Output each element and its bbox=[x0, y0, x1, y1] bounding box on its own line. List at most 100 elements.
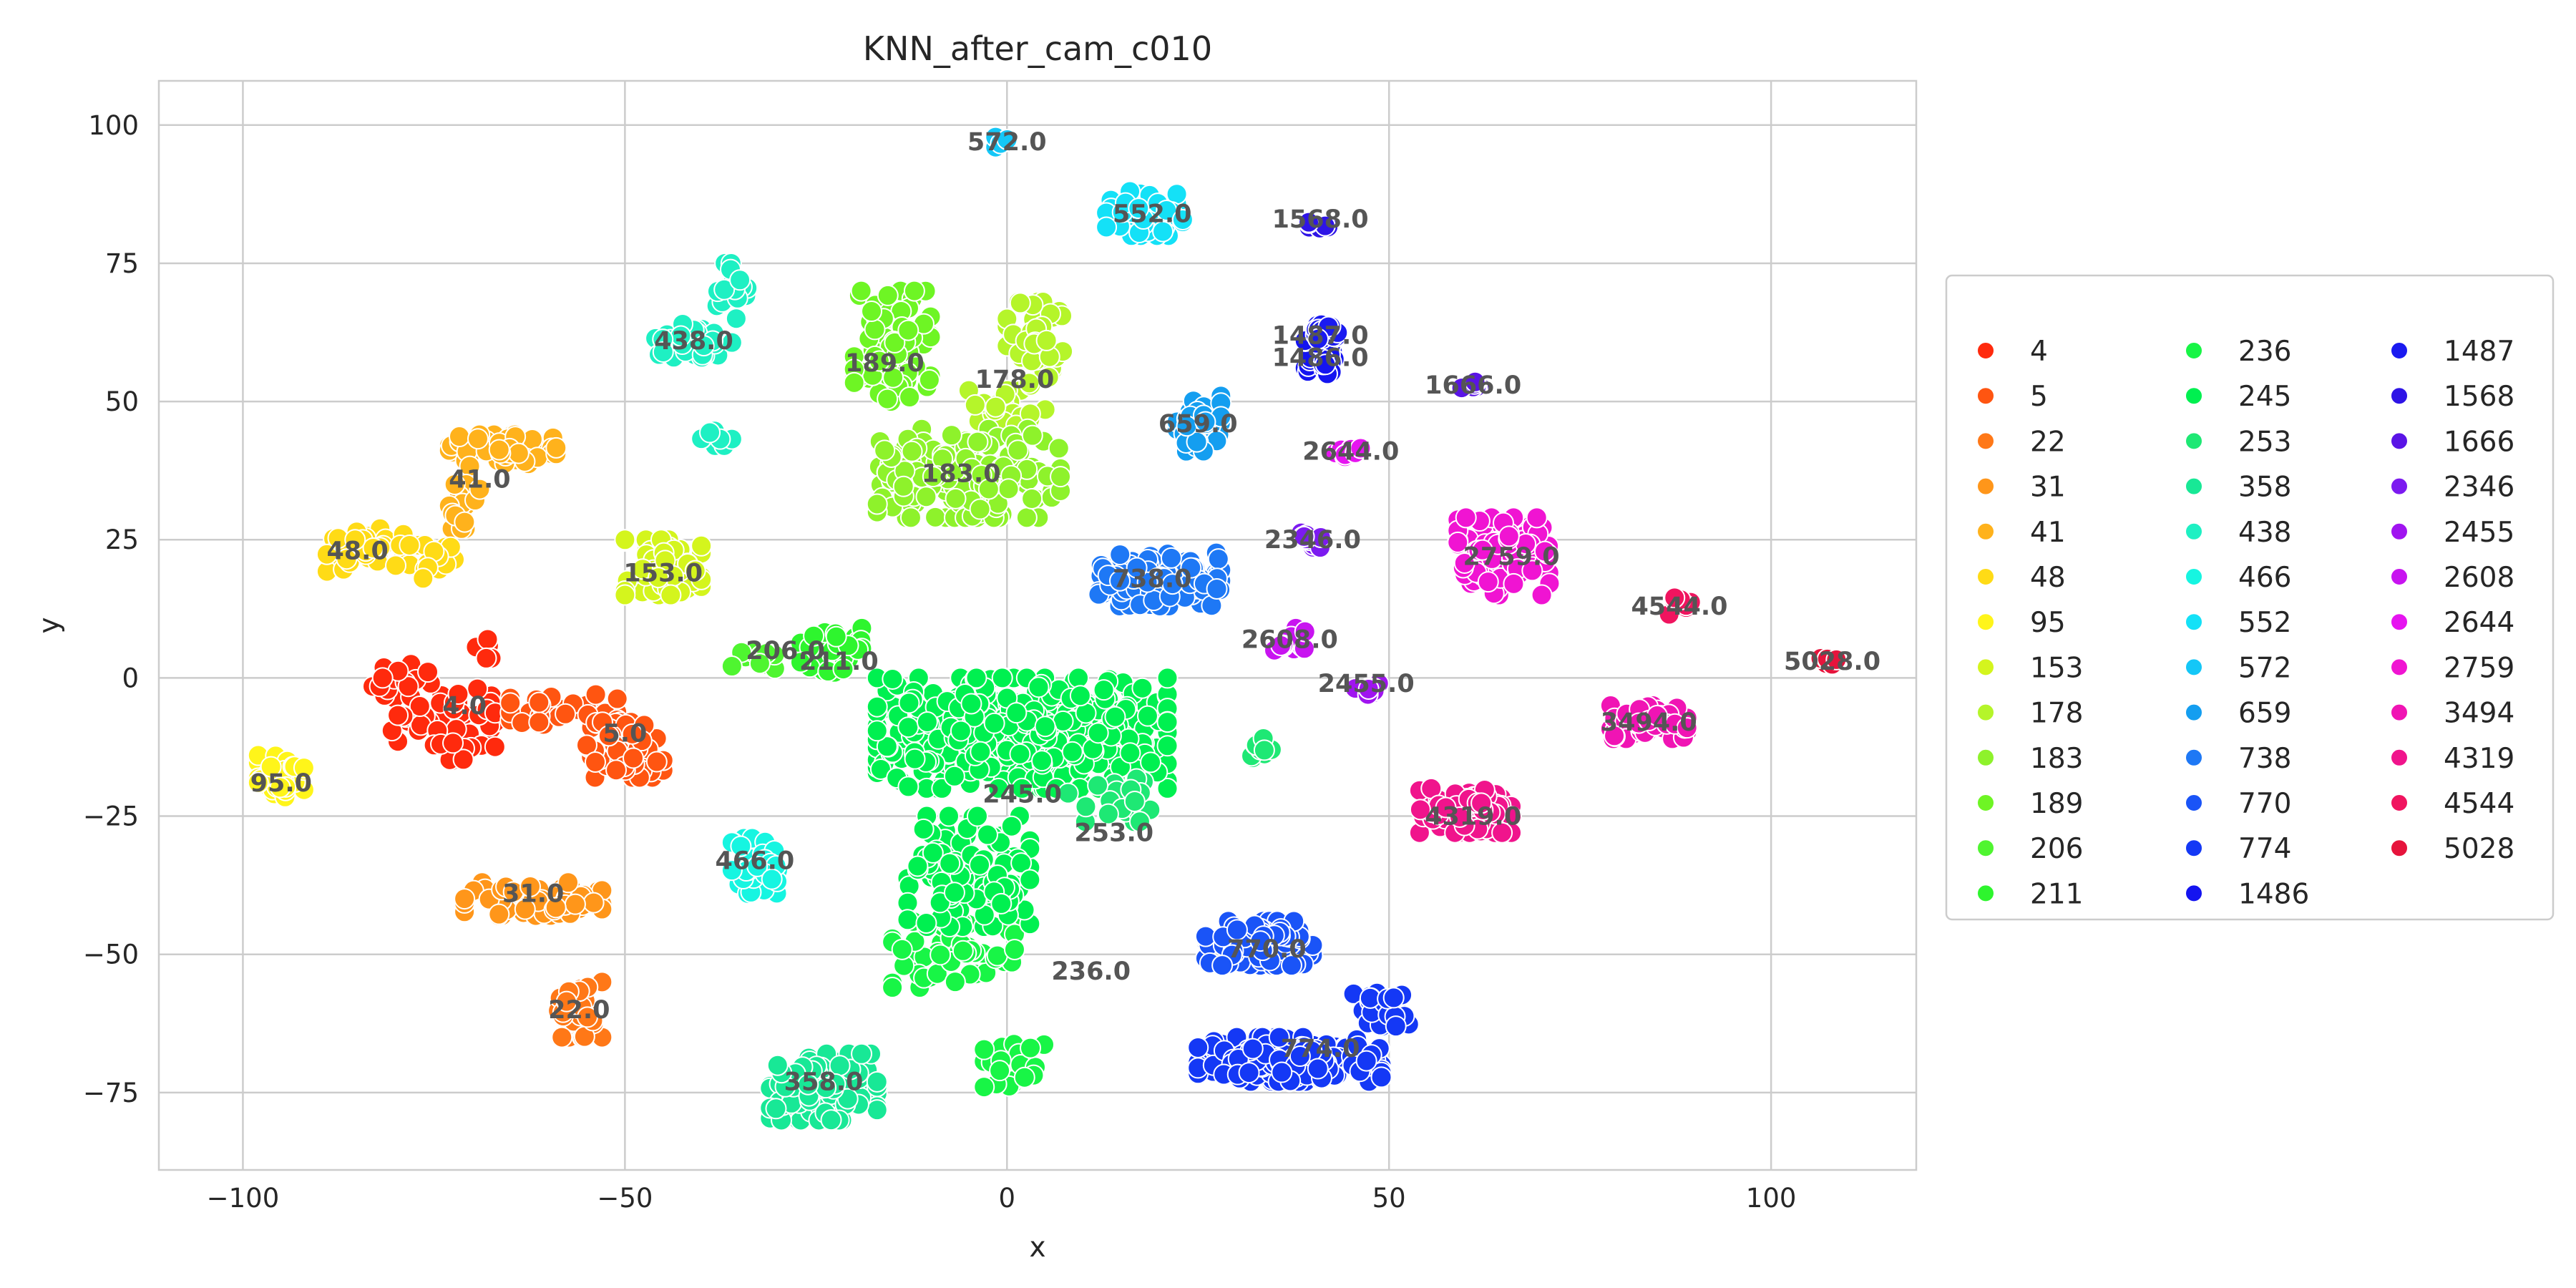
scatter-point bbox=[1161, 573, 1184, 595]
legend-marker bbox=[1976, 567, 1995, 586]
scatter-point bbox=[1156, 199, 1178, 221]
scatter-point bbox=[1069, 685, 1091, 707]
scatter-point bbox=[1370, 1066, 1392, 1088]
legend-marker bbox=[2390, 522, 2409, 541]
legend-label: 572 bbox=[2238, 652, 2291, 684]
cluster-label-48: 48.0 bbox=[326, 537, 388, 566]
scatter-point bbox=[713, 278, 736, 301]
cluster-label-2346: 2346.0 bbox=[1264, 526, 1361, 555]
series-2346 bbox=[1290, 522, 1332, 559]
scatter-point bbox=[901, 440, 923, 462]
legend-label: 41 bbox=[2030, 517, 2066, 549]
scatter-point bbox=[1382, 987, 1405, 1009]
legend-marker bbox=[2185, 839, 2203, 858]
scatter-point bbox=[1156, 777, 1179, 799]
scatter-point bbox=[1207, 548, 1229, 570]
series-48 bbox=[316, 517, 466, 590]
series-572 bbox=[985, 126, 1018, 158]
scatter-point bbox=[371, 667, 394, 689]
x-axis-title: x bbox=[1029, 1231, 1045, 1264]
scatter-point bbox=[397, 675, 419, 698]
scatter-point bbox=[1187, 1036, 1209, 1058]
legend-marker bbox=[2390, 703, 2409, 722]
scatter-point bbox=[912, 818, 935, 840]
scatter-point bbox=[1471, 539, 1493, 561]
legend-marker bbox=[1976, 794, 1995, 812]
series-183 bbox=[866, 418, 1072, 529]
series-189 bbox=[843, 280, 942, 413]
scatter-point bbox=[1211, 955, 1234, 977]
scatter-point bbox=[965, 667, 987, 689]
scatter-point bbox=[866, 720, 888, 742]
cluster-label-358: 358.0 bbox=[784, 1068, 864, 1096]
legend-marker bbox=[2185, 613, 2203, 632]
x-tick-labels: −100 −50 0 50 100 bbox=[207, 1183, 1797, 1214]
legend-marker bbox=[2185, 477, 2203, 496]
scatter-point bbox=[761, 868, 783, 890]
scatter-point bbox=[545, 897, 567, 919]
plot-background bbox=[159, 81, 1916, 1170]
scatter-point bbox=[1020, 1037, 1042, 1059]
scatter-point bbox=[748, 653, 771, 675]
series-466 bbox=[721, 827, 789, 904]
y-tick-labels: −75 −50 −25 0 25 50 75 100 bbox=[83, 110, 139, 1108]
scatter-point bbox=[1226, 919, 1248, 941]
series-4 bbox=[361, 628, 506, 772]
legend-label: 189 bbox=[2030, 788, 2083, 820]
cluster-label-2759: 2759.0 bbox=[1463, 542, 1560, 571]
legend-label: 774 bbox=[2238, 833, 2291, 865]
scatter-point bbox=[915, 912, 937, 934]
scatter-point bbox=[1075, 796, 1097, 818]
scatter-point bbox=[475, 647, 497, 669]
legend-label: 245 bbox=[2238, 381, 2291, 413]
scatter-point bbox=[1249, 930, 1272, 952]
legend-marker bbox=[1976, 884, 1995, 903]
scatter-point bbox=[864, 318, 886, 341]
scatter-point bbox=[1061, 741, 1083, 763]
scatter-point bbox=[803, 625, 825, 647]
scatter-point bbox=[990, 892, 1013, 914]
scatter-point bbox=[1293, 525, 1315, 547]
scatter-point bbox=[898, 692, 920, 714]
scatter-point bbox=[1104, 706, 1126, 728]
scatter-point bbox=[557, 872, 580, 894]
scatter-point bbox=[1307, 1058, 1329, 1080]
scatter-point bbox=[614, 584, 636, 606]
y-tick-label: 100 bbox=[88, 110, 139, 141]
legend-label: 22 bbox=[2030, 426, 2066, 458]
cluster-label-659: 659.0 bbox=[1158, 410, 1238, 439]
scatter-point bbox=[1289, 1045, 1311, 1068]
legend-label: 95 bbox=[2030, 607, 2066, 639]
scatter-point bbox=[1447, 531, 1469, 553]
series-2455 bbox=[1344, 673, 1390, 706]
scatter-point bbox=[1160, 547, 1182, 569]
legend-marker bbox=[2185, 567, 2203, 586]
cluster-label-1666: 1666.0 bbox=[1425, 371, 1521, 400]
series-552 bbox=[1096, 180, 1194, 247]
scatter-point bbox=[1048, 437, 1070, 459]
scatter-point bbox=[1350, 437, 1372, 459]
series-774 bbox=[1187, 982, 1420, 1093]
legend-marker bbox=[1976, 431, 1995, 451]
scatter-point bbox=[973, 1076, 995, 1098]
legend-marker bbox=[1976, 341, 1995, 360]
scatter-point bbox=[729, 269, 751, 291]
scatter-point bbox=[555, 990, 577, 1013]
scatter-point bbox=[1206, 577, 1228, 600]
scatter-point bbox=[499, 692, 522, 714]
scatter-point bbox=[684, 560, 706, 582]
legend-marker bbox=[1976, 386, 1995, 406]
cluster-label-189: 189.0 bbox=[845, 349, 924, 378]
scatter-point bbox=[989, 1060, 1011, 1082]
scatter-point bbox=[1007, 439, 1029, 462]
scatter-point bbox=[1180, 557, 1202, 579]
legend-marker bbox=[2390, 794, 2409, 812]
scatter-point bbox=[1131, 677, 1153, 699]
scatter-point bbox=[874, 439, 896, 462]
scatter-point bbox=[1021, 424, 1043, 447]
scatter-point bbox=[1011, 777, 1033, 799]
x-tick-label: −100 bbox=[207, 1183, 280, 1214]
legend-marker bbox=[2185, 431, 2203, 451]
legend-label: 2644 bbox=[2444, 607, 2514, 639]
